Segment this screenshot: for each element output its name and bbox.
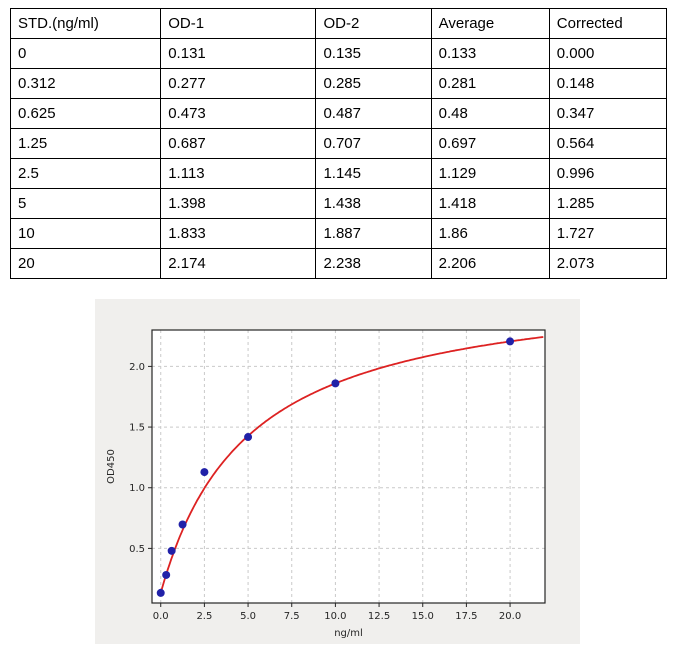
table-cell: 1.438	[315, 188, 432, 219]
data-point	[331, 379, 340, 388]
table-row: 0.625 0.473 0.487 0.48 0.347	[9, 98, 668, 129]
standards-table: STD.(ng/ml) OD-1 OD-2 Average Corrected 0 0.1…	[9, 8, 668, 279]
standard-curve-chart: 0.0 2.5 5.0 7.5 10.0 12.5 15.0 17.5 20.0 0.5 1.0 1.…	[106, 329, 546, 639]
column-header: Average	[430, 8, 550, 39]
x-tick-label: 20.0	[499, 611, 521, 622]
table-cell: 1.398	[160, 188, 317, 219]
table-cell: 0.312	[9, 68, 162, 99]
table-cell: 1.727	[548, 218, 668, 249]
table-row: 0 0.131 0.135 0.133 0.000	[9, 38, 668, 69]
table-cell: 1.86	[430, 218, 550, 249]
table-cell: 0.473	[160, 98, 317, 129]
table-cell: 0.133	[430, 38, 550, 69]
x-tick-label: 7.5	[284, 611, 300, 622]
standard-curve-figure: 0.0 2.5 5.0 7.5 10.0 12.5 15.0 17.5 20.0 0.5 1.0 1.…	[95, 299, 580, 644]
data-point	[506, 337, 515, 346]
x-tick-label: 5.0	[240, 611, 256, 622]
x-tick-label: 2.5	[196, 611, 212, 622]
table-cell: 0.148	[548, 68, 668, 99]
table-cell: 0.564	[548, 128, 668, 159]
table-cell: 0.487	[315, 98, 432, 129]
table-cell: 1.113	[160, 158, 317, 189]
table-row: 0.312 0.277 0.285 0.281 0.148	[9, 68, 668, 99]
table-cell: 0.687	[160, 128, 317, 159]
plot-frame	[151, 329, 546, 604]
data-point	[156, 588, 165, 597]
table-cell: 0.707	[315, 128, 432, 159]
table-cell: 0.996	[548, 158, 668, 189]
table-cell: 0.347	[548, 98, 668, 129]
table-cell: 0.48	[430, 98, 550, 129]
data-points	[156, 337, 515, 597]
table-cell: 1.129	[430, 158, 550, 189]
y-tick-label: 0.5	[129, 544, 145, 555]
column-header: STD.(ng/ml)	[9, 8, 162, 39]
data-point	[162, 570, 171, 579]
table-cell: 0.000	[548, 38, 668, 69]
data-point	[178, 520, 187, 529]
table-cell: 2.206	[430, 248, 550, 279]
table-cell: 0.697	[430, 128, 550, 159]
data-point	[200, 468, 209, 477]
page: STD.(ng/ml) OD-1 OD-2 Average Corrected 0 0.1…	[0, 8, 693, 653]
x-axis-label: ng/ml	[334, 628, 363, 639]
table-row: 10 1.833 1.887 1.86 1.727	[9, 218, 668, 249]
table-cell: 2.174	[160, 248, 317, 279]
y-tick-label: 1.0	[129, 483, 145, 494]
column-header: OD-1	[160, 8, 317, 39]
fit-curve-line	[159, 336, 544, 594]
table-cell: 1.25	[9, 128, 162, 159]
y-axis-label: OD450	[106, 449, 117, 484]
y-tick-label: 2.0	[129, 362, 145, 373]
table-cell: 0.135	[315, 38, 432, 69]
table-header-row: STD.(ng/ml) OD-1 OD-2 Average Corrected	[9, 8, 668, 39]
y-tick-label: 1.5	[129, 423, 145, 434]
table-cell: 2.073	[548, 248, 668, 279]
x-tick-label: 15.0	[412, 611, 434, 622]
table-cell: 20	[9, 248, 162, 279]
axis-ticks	[148, 365, 511, 607]
data-point	[167, 546, 176, 555]
table-cell: 5	[9, 188, 162, 219]
table-row: 1.25 0.687 0.707 0.697 0.564	[9, 128, 668, 159]
table-cell: 0.131	[160, 38, 317, 69]
table-cell: 0.277	[160, 68, 317, 99]
column-header: OD-2	[315, 8, 432, 39]
x-tick-label: 0.0	[153, 611, 169, 622]
table-cell: 0.625	[9, 98, 162, 129]
table-cell: 2.5	[9, 158, 162, 189]
table-row: 20 2.174 2.238 2.206 2.073	[9, 248, 668, 279]
x-tick-label: 12.5	[368, 611, 390, 622]
table-cell: 1.887	[315, 218, 432, 249]
table-cell: 0	[9, 38, 162, 69]
data-point	[244, 433, 253, 442]
table-cell: 1.833	[160, 218, 317, 249]
plot-area	[152, 330, 545, 603]
table-cell: 0.281	[430, 68, 550, 99]
table-cell: 1.285	[548, 188, 668, 219]
table-body: 0 0.131 0.135 0.133 0.000 0.312 0.277 0.285 0.28…	[9, 38, 668, 279]
table-cell: 1.145	[315, 158, 432, 189]
table-row: 2.5 1.113 1.145 1.129 0.996	[9, 158, 668, 189]
table-cell: 10	[9, 218, 162, 249]
axis-tick-labels: 0.0 2.5 5.0 7.5 10.0 12.5 15.0 17.5 20.0 0.5 1.0 1.…	[129, 362, 521, 622]
table-row: 5 1.398 1.438 1.418 1.285	[9, 188, 668, 219]
table-cell: 1.418	[430, 188, 550, 219]
x-tick-label: 17.5	[455, 611, 477, 622]
column-header: Corrected	[548, 8, 668, 39]
x-tick-label: 10.0	[324, 611, 346, 622]
table-cell: 0.285	[315, 68, 432, 99]
table-cell: 2.238	[315, 248, 432, 279]
